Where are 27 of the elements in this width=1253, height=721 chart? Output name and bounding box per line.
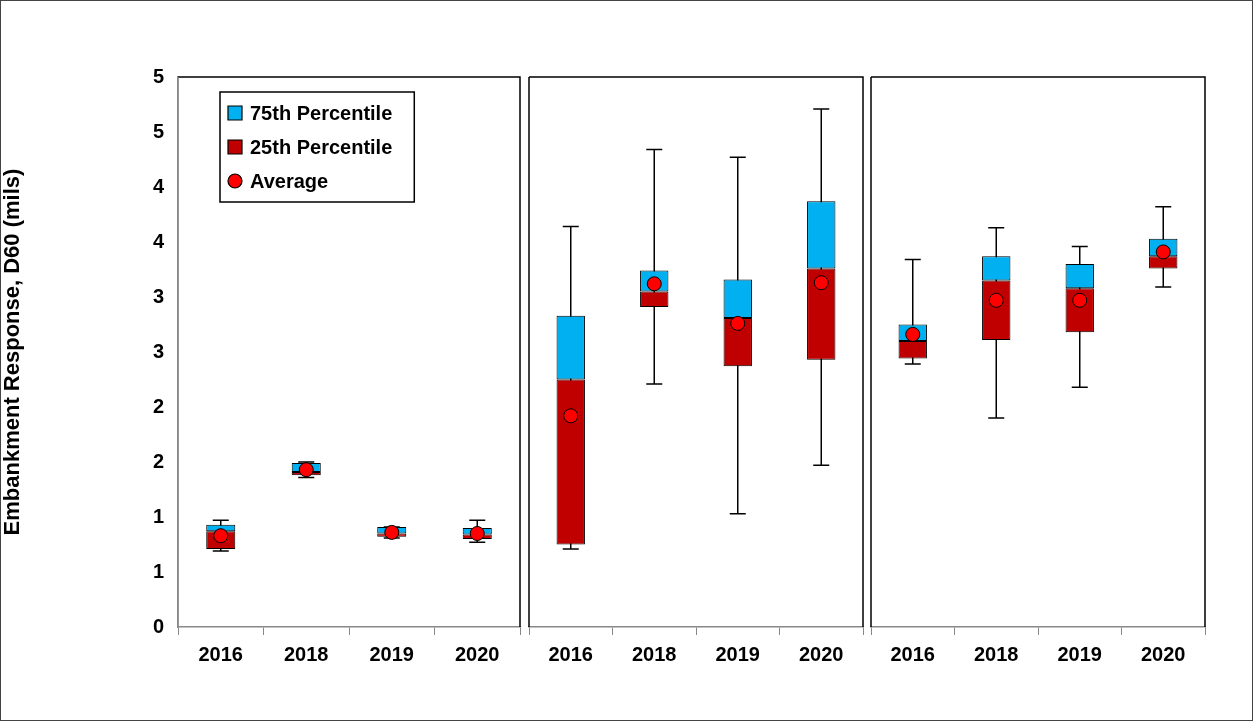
x-tick-label: 2016 [548,642,593,665]
x-tick-label: 2016 [890,642,935,665]
x-tick-label: 2019 [1057,642,1102,665]
x-tick-label: 2018 [632,642,677,665]
legend-label: 25th Percentile [250,135,393,158]
legend-label: 75th Percentile [250,101,393,124]
x-tick-label: 2019 [715,642,760,665]
x-tick-label: 2018 [284,642,329,665]
x-tick-label: 2018 [974,642,1019,665]
y-tick-label: 5 [152,64,164,87]
y-tick-label: 0 [152,614,164,637]
y-axis-title: Embankment Response, D60 (mils) [0,168,25,536]
y-tick-label: 2 [152,394,164,417]
x-tick-label: 2020 [799,642,844,665]
legend-label: Average [250,169,329,192]
y-tick-label: 3 [152,284,164,307]
x-tick-label: 2016 [198,642,243,665]
y-tick-label: 3 [152,339,164,362]
x-tick-label: 2019 [369,642,414,665]
y-tick-label: 4 [152,174,165,197]
y-tick-label: 1 [152,504,164,527]
x-tick-label: 2020 [455,642,500,665]
y-tick-label: 2 [152,449,164,472]
y-tick-label: 4 [152,229,165,252]
y-tick-label: 5 [152,119,164,142]
x-tick-label: 2020 [1141,642,1186,665]
y-tick-label: 1 [152,559,164,582]
